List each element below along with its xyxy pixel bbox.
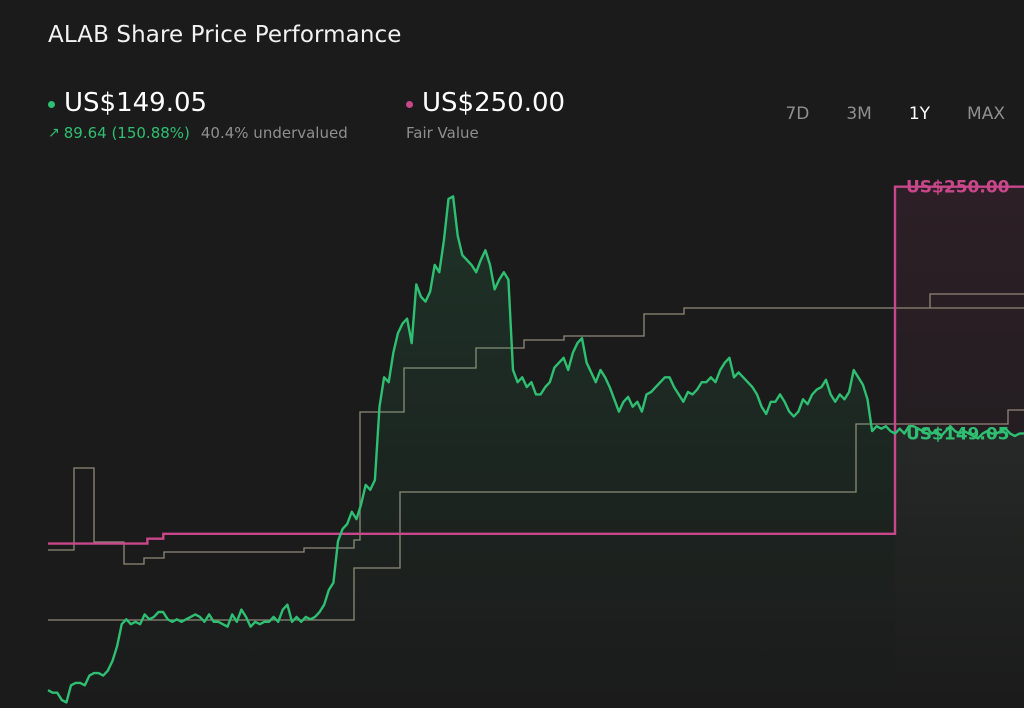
fair-value-area-fill — [895, 186, 1024, 700]
range-selector: 7D 3M 1Y MAX — [748, 104, 1005, 124]
range-max-button[interactable]: MAX — [967, 104, 1005, 124]
price-area-fill — [48, 196, 1024, 703]
fair-value-block: US$250.00 Fair Value — [406, 88, 565, 142]
current-price: US$149.05 — [64, 88, 208, 118]
price-line — [47, 195, 1024, 704]
undervalued-label: 40.4% undervalued — [200, 124, 348, 142]
range-7d-button[interactable]: 7D — [785, 104, 810, 124]
fair-value-line — [48, 185, 1024, 545]
range-1y-button[interactable]: 1Y — [908, 104, 931, 124]
fair-value-end-label: US$250.00 — [906, 178, 1010, 198]
price-legend-dot — [48, 100, 55, 108]
current-price-block: US$149.05 ↗ 89.64 (150.88%) 40.4% underv… — [48, 88, 348, 142]
fair-value-label: Fair Value — [406, 124, 479, 142]
price-change: 89.64 (150.88%) — [63, 124, 190, 142]
fair-value: US$250.00 — [422, 88, 566, 118]
chart-title: ALAB Share Price Performance — [48, 22, 402, 48]
price-end-label: US$149.05 — [906, 424, 1009, 444]
arrow-up-right-icon: ↗ — [48, 125, 60, 141]
range-3m-button[interactable]: 3M — [846, 104, 872, 124]
fair-value-legend-dot — [406, 100, 413, 108]
